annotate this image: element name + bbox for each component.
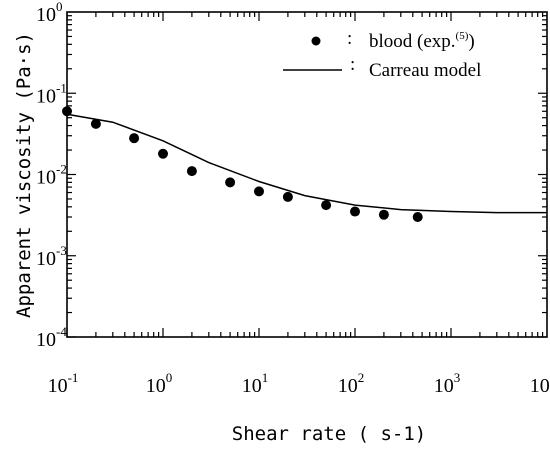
blood-data-point xyxy=(378,209,389,220)
y-tick-label: 10-2 xyxy=(36,162,67,189)
legend-sep-2: : xyxy=(350,54,355,75)
blood-data-point xyxy=(412,211,423,222)
x-tick-label: 100 xyxy=(146,370,173,397)
x-axis-label: Shear rate ( s-1) xyxy=(232,423,426,445)
y-axis-label: Apparent viscosity (Pa·s) xyxy=(13,32,35,318)
y-tick-labels: 100 10-1 10-2 10-3 10-4 xyxy=(36,0,67,351)
legend-marker-dot xyxy=(311,36,321,46)
carreau-model-line xyxy=(66,113,547,214)
x-tick-label: 103 xyxy=(434,370,461,397)
blood-data-point xyxy=(158,148,168,159)
blood-data-point xyxy=(225,177,236,188)
blood-data-point xyxy=(321,200,332,211)
blood-data-point xyxy=(254,186,264,197)
blood-data-point xyxy=(350,206,360,217)
legend: : blood (exp.(5)) : Carreau model xyxy=(283,28,481,81)
x-tick-label: 102 xyxy=(338,370,365,397)
blood-data-point xyxy=(186,166,197,177)
legend-label-carreau: Carreau model xyxy=(369,60,481,81)
carreau-model-series xyxy=(66,113,547,214)
legend-sep-1: : xyxy=(347,28,352,49)
blood-exp-series xyxy=(62,106,423,222)
x-tick-label: 10-1 xyxy=(48,370,79,397)
blood-data-point xyxy=(282,191,293,202)
y-tick-label: 100 xyxy=(36,0,63,26)
blood-data-point xyxy=(129,133,140,144)
x-tick-label: 104 xyxy=(530,370,550,397)
legend-label-blood: blood (exp.(5)) xyxy=(369,30,475,52)
blood-data-point xyxy=(62,106,72,117)
x-tick-labels: 10-1 100 101 102 103 104 xyxy=(48,370,550,397)
y-tick-label: 10-4 xyxy=(36,324,67,351)
x-tick-label: 101 xyxy=(242,370,269,397)
y-tick-label: 10-1 xyxy=(36,80,67,107)
y-tick-label: 10-3 xyxy=(36,243,67,270)
blood-data-point xyxy=(90,118,101,129)
